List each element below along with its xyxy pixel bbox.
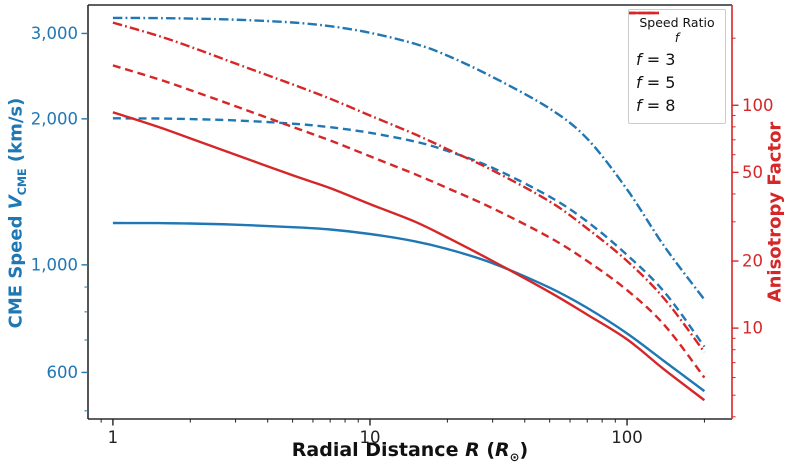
x-tick-label: 10 — [359, 428, 380, 447]
x-label-paren-close: ) — [519, 439, 529, 461]
x-axis-label: Radial Distance R (R⊙) — [291, 439, 529, 464]
y-right-tick-label: 10 — [742, 319, 763, 338]
y-left-tick-label: 3,000 — [31, 24, 78, 43]
y-left-tick-label: 2,000 — [31, 109, 78, 128]
curve-anisotropy-f3 — [112, 111, 706, 402]
x-label-paren-open: ( — [479, 439, 496, 461]
curve-cme-speed-f8 — [112, 16, 706, 301]
legend-line-dashdot-icon — [629, 11, 659, 15]
y-right-tick-label: 20 — [742, 252, 763, 271]
legend-title-var: f — [674, 30, 680, 45]
y-right-tick-label: 50 — [742, 163, 763, 182]
legend-title-text: Speed Ratio — [639, 15, 715, 30]
y-left-tick-label: 600 — [47, 363, 79, 382]
x-label-var: R — [465, 439, 480, 461]
curve-cme-speed-f5 — [112, 117, 706, 348]
y-left-label-text: CME Speed — [5, 209, 27, 329]
y-axis-label-right: Anisotropy Factor — [764, 121, 786, 303]
y-left-tick-label: 1,000 — [31, 255, 78, 274]
legend-item-f5: f = 5 — [629, 11, 718, 94]
y-right-tick-label: 100 — [742, 96, 774, 115]
sun-symbol: ⊙ — [509, 449, 520, 464]
y-axis-label-left: CME Speed VCME (km/s) — [5, 97, 30, 329]
legend-item-f3: f = 3 — [629, 11, 718, 71]
curve-cme-speed-f3 — [112, 221, 706, 393]
y-left-label-unit: (km/s) — [5, 97, 27, 169]
y-left-label-var: V — [5, 195, 27, 210]
legend-items: f = 3 f = 5 f = 8 — [629, 11, 718, 117]
legend-label: f = 8 — [636, 96, 676, 115]
curve-anisotropy-f5 — [112, 64, 706, 379]
x-tick-label: 100 — [611, 428, 643, 447]
legend-item-f8: f = 8 — [629, 11, 718, 117]
x-label-text: Radial Distance — [291, 439, 466, 461]
legend-label: f = 5 — [636, 73, 676, 92]
curve-anisotropy-f8 — [112, 21, 706, 353]
legend: Speed Ratio f f = 3 f = 5 f = 8 — [628, 9, 726, 124]
legend-label: f = 3 — [636, 50, 676, 69]
legend-title: Speed Ratio f — [636, 15, 718, 45]
x-label-unit-var: R — [495, 439, 510, 461]
y-left-label-sub: CME — [16, 168, 30, 196]
x-tick-label: 1 — [108, 428, 119, 447]
